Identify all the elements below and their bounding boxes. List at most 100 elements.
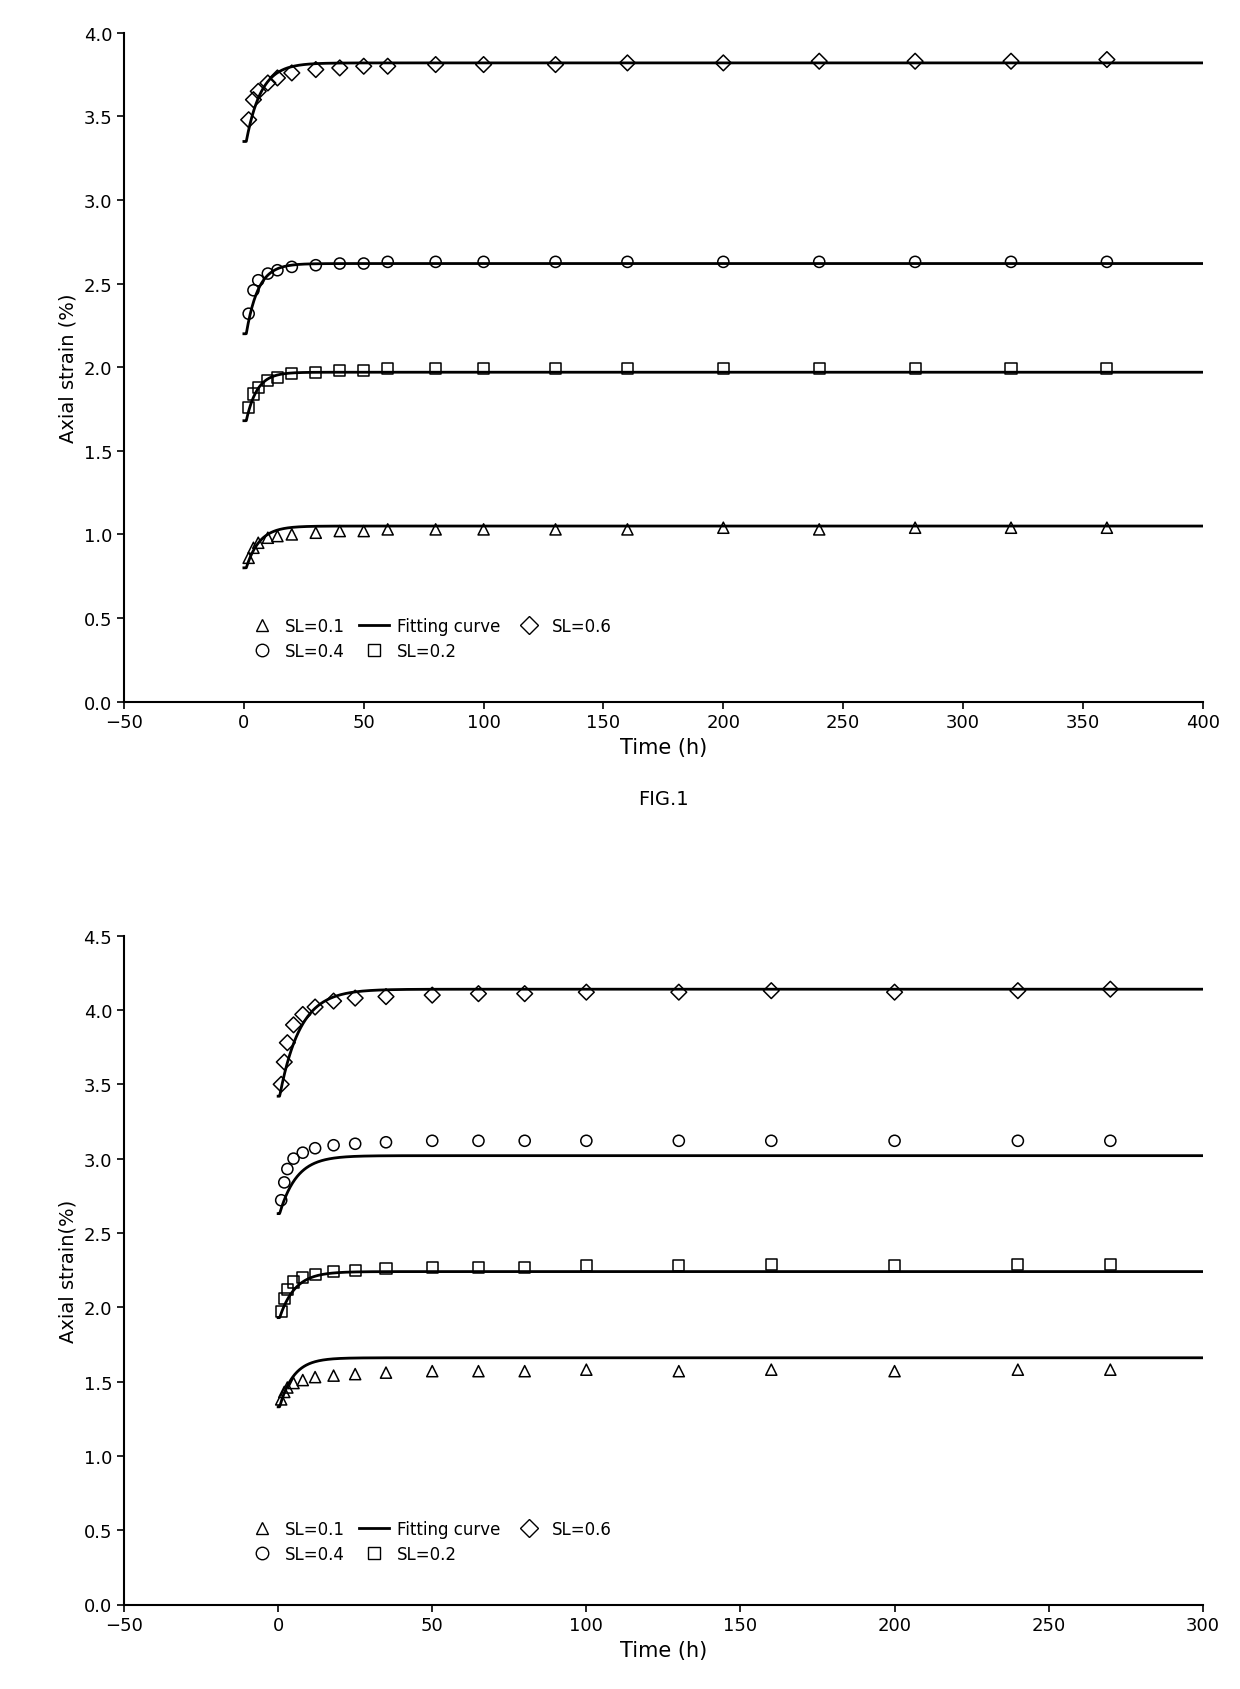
Point (1100, 976, 1120, 1003)
Point (713, 356, 733, 383)
Point (469, 981, 489, 1008)
Point (905, 515, 925, 542)
Point (353, 519, 373, 546)
Point (1001, 250, 1021, 277)
Point (305, 993, 325, 1020)
Point (1008, 978, 1028, 1005)
Point (281, 361, 301, 388)
Point (668, 1358, 688, 1385)
Point (293, 1265, 312, 1292)
Point (239, 546, 259, 573)
Point (268, 66, 288, 93)
Point (423, 1128, 443, 1155)
Point (905, 49, 925, 76)
Point (423, 981, 443, 1008)
Point (278, 1277, 298, 1304)
Point (1097, 47, 1117, 74)
Point (1097, 250, 1117, 277)
Point (474, 356, 494, 383)
Point (293, 1366, 312, 1393)
Point (305, 1363, 325, 1390)
Point (330, 252, 350, 279)
Point (668, 980, 688, 1007)
Point (577, 1356, 596, 1383)
Point (810, 356, 830, 383)
Point (884, 1128, 904, 1155)
Point (425, 356, 445, 383)
Point (761, 978, 781, 1005)
Point (281, 522, 301, 549)
Point (761, 1252, 781, 1279)
Point (306, 360, 326, 387)
Point (278, 1030, 298, 1057)
Point (474, 52, 494, 79)
Point (469, 1128, 489, 1155)
Point (306, 57, 326, 84)
Point (1100, 1252, 1120, 1279)
Point (272, 1187, 291, 1214)
Point (469, 1358, 489, 1385)
Point (810, 250, 830, 277)
Point (243, 535, 263, 562)
Point (378, 356, 398, 383)
Point (278, 1155, 298, 1182)
Point (248, 267, 268, 294)
Point (345, 1130, 365, 1157)
Point (274, 1049, 294, 1076)
Point (248, 530, 268, 557)
Point (324, 988, 343, 1015)
Point (281, 61, 301, 88)
Point (284, 1012, 304, 1039)
Point (272, 1299, 291, 1326)
Point (293, 1002, 312, 1029)
Point (274, 1169, 294, 1196)
Point (1008, 1128, 1028, 1155)
Point (248, 79, 268, 106)
Point (258, 368, 278, 395)
Point (546, 356, 565, 383)
X-axis label: Time (h): Time (h) (620, 1640, 707, 1660)
Point (1100, 1356, 1120, 1383)
Point (239, 395, 259, 422)
Point (278, 1375, 298, 1402)
Point (1097, 356, 1117, 383)
Point (474, 517, 494, 544)
Point (268, 524, 288, 551)
Point (330, 519, 350, 546)
Point (618, 356, 637, 383)
Point (274, 1378, 294, 1405)
Point (378, 517, 398, 544)
Point (618, 250, 637, 277)
Point (425, 52, 445, 79)
Point (1001, 49, 1021, 76)
Point (274, 1285, 294, 1312)
Point (618, 51, 637, 78)
Point (258, 260, 278, 287)
Point (884, 980, 904, 1007)
Point (1008, 1356, 1028, 1383)
Point (761, 1128, 781, 1155)
Point (1008, 1252, 1028, 1279)
Point (268, 257, 288, 284)
Point (376, 1255, 396, 1282)
Point (258, 71, 278, 98)
Point (345, 985, 365, 1012)
Point (1001, 515, 1021, 542)
Point (345, 1257, 365, 1284)
Point (713, 515, 733, 542)
Point (330, 56, 350, 83)
Point (376, 983, 396, 1010)
Point (284, 1268, 304, 1295)
Point (515, 981, 534, 1008)
Point (761, 1356, 781, 1383)
Point (258, 525, 278, 552)
Point (239, 301, 259, 328)
Point (577, 980, 596, 1007)
Point (243, 88, 263, 115)
Point (423, 1358, 443, 1385)
Point (905, 356, 925, 383)
Point (272, 1071, 291, 1098)
Legend: SL=0.1, SL=0.4, Fitting curve, SL=0.2, SL=0.6: SL=0.1, SL=0.4, Fitting curve, SL=0.2, S… (241, 1513, 619, 1569)
Point (305, 1135, 325, 1162)
Point (306, 253, 326, 280)
